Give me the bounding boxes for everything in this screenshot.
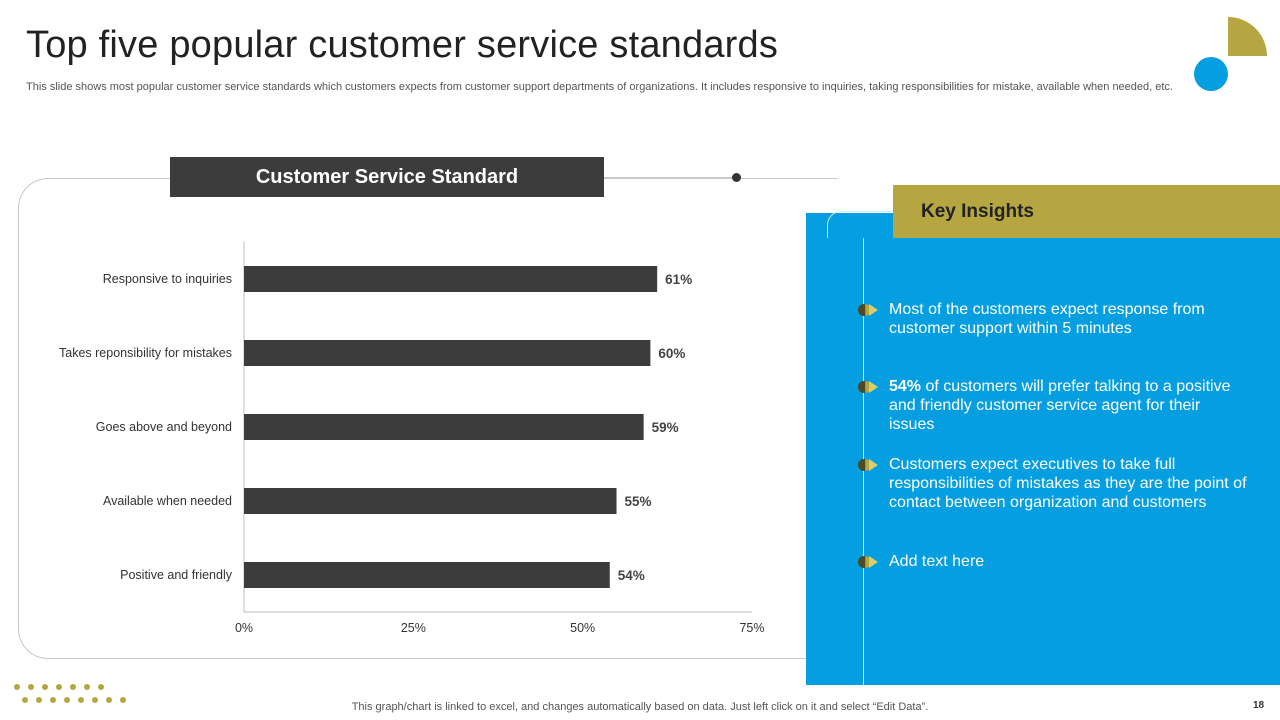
- slide-subtitle: This slide shows most popular customer s…: [26, 81, 1173, 93]
- bar: [244, 414, 644, 440]
- x-tick-label: 0%: [235, 621, 253, 635]
- data-label: 55%: [625, 494, 652, 509]
- bullet-arrow-icon: [858, 555, 880, 569]
- x-tick-label: 25%: [401, 621, 426, 635]
- bar: [244, 562, 610, 588]
- footer-note: This graph/chart is linked to excel, and…: [351, 701, 929, 713]
- insight-text: Customers expect executives to take full…: [889, 455, 1248, 512]
- bar: [244, 340, 651, 366]
- chart-header: Customer Service Standard: [170, 157, 604, 197]
- insight-item: Customers expect executives to take full…: [858, 455, 1248, 512]
- x-tick-label: 75%: [739, 621, 764, 635]
- category-label: Takes reponsibility for mistakes: [59, 346, 232, 360]
- category-label: Goes above and beyond: [96, 420, 232, 434]
- chart-frame-dot: [732, 173, 741, 182]
- insight-text: Add text here: [889, 552, 984, 571]
- data-label: 54%: [618, 568, 645, 583]
- slide-title: Top five popular customer service standa…: [26, 24, 779, 66]
- insight-body: Add text here: [889, 553, 985, 570]
- insight-item: 54% of customers will prefer talking to …: [858, 377, 1248, 434]
- insights-panel: [806, 213, 1280, 685]
- insight-body: Customers expect executives to take full…: [889, 456, 1247, 511]
- bullet-arrow-icon: [858, 458, 880, 472]
- insight-bold: 54%: [889, 378, 922, 395]
- bullet-arrow-icon: [858, 303, 880, 317]
- insight-text: 54% of customers will prefer talking to …: [889, 377, 1248, 434]
- insights-header: Key Insights: [893, 185, 1280, 238]
- bar-chart[interactable]: Responsive to inquiries 61% Takes reponsib…: [0, 0, 806, 660]
- category-label: Available when needed: [103, 494, 232, 508]
- decorative-quarter-circle: [1228, 17, 1267, 56]
- data-label: 60%: [658, 346, 685, 361]
- decorative-circle: [1194, 57, 1228, 91]
- insight-text: Most of the customers expect response fr…: [889, 300, 1248, 338]
- x-tick-label: 50%: [570, 621, 595, 635]
- bar: [244, 488, 617, 514]
- bar: [244, 266, 658, 292]
- data-label: 59%: [652, 420, 679, 435]
- category-label: Positive and friendly: [120, 568, 233, 582]
- insight-body: Most of the customers expect response fr…: [889, 301, 1205, 337]
- insight-body: of customers will prefer talking to a po…: [889, 378, 1231, 433]
- bullet-arrow-icon: [858, 380, 880, 394]
- insights-connector: [827, 211, 893, 238]
- chart-frame-line: [600, 177, 735, 178]
- insight-item: Most of the customers expect response fr…: [858, 300, 1248, 338]
- insight-item: Add text here: [858, 552, 1248, 571]
- category-label: Responsive to inquiries: [103, 272, 232, 286]
- page-number: 18: [1253, 700, 1265, 711]
- data-label: 61%: [665, 272, 692, 287]
